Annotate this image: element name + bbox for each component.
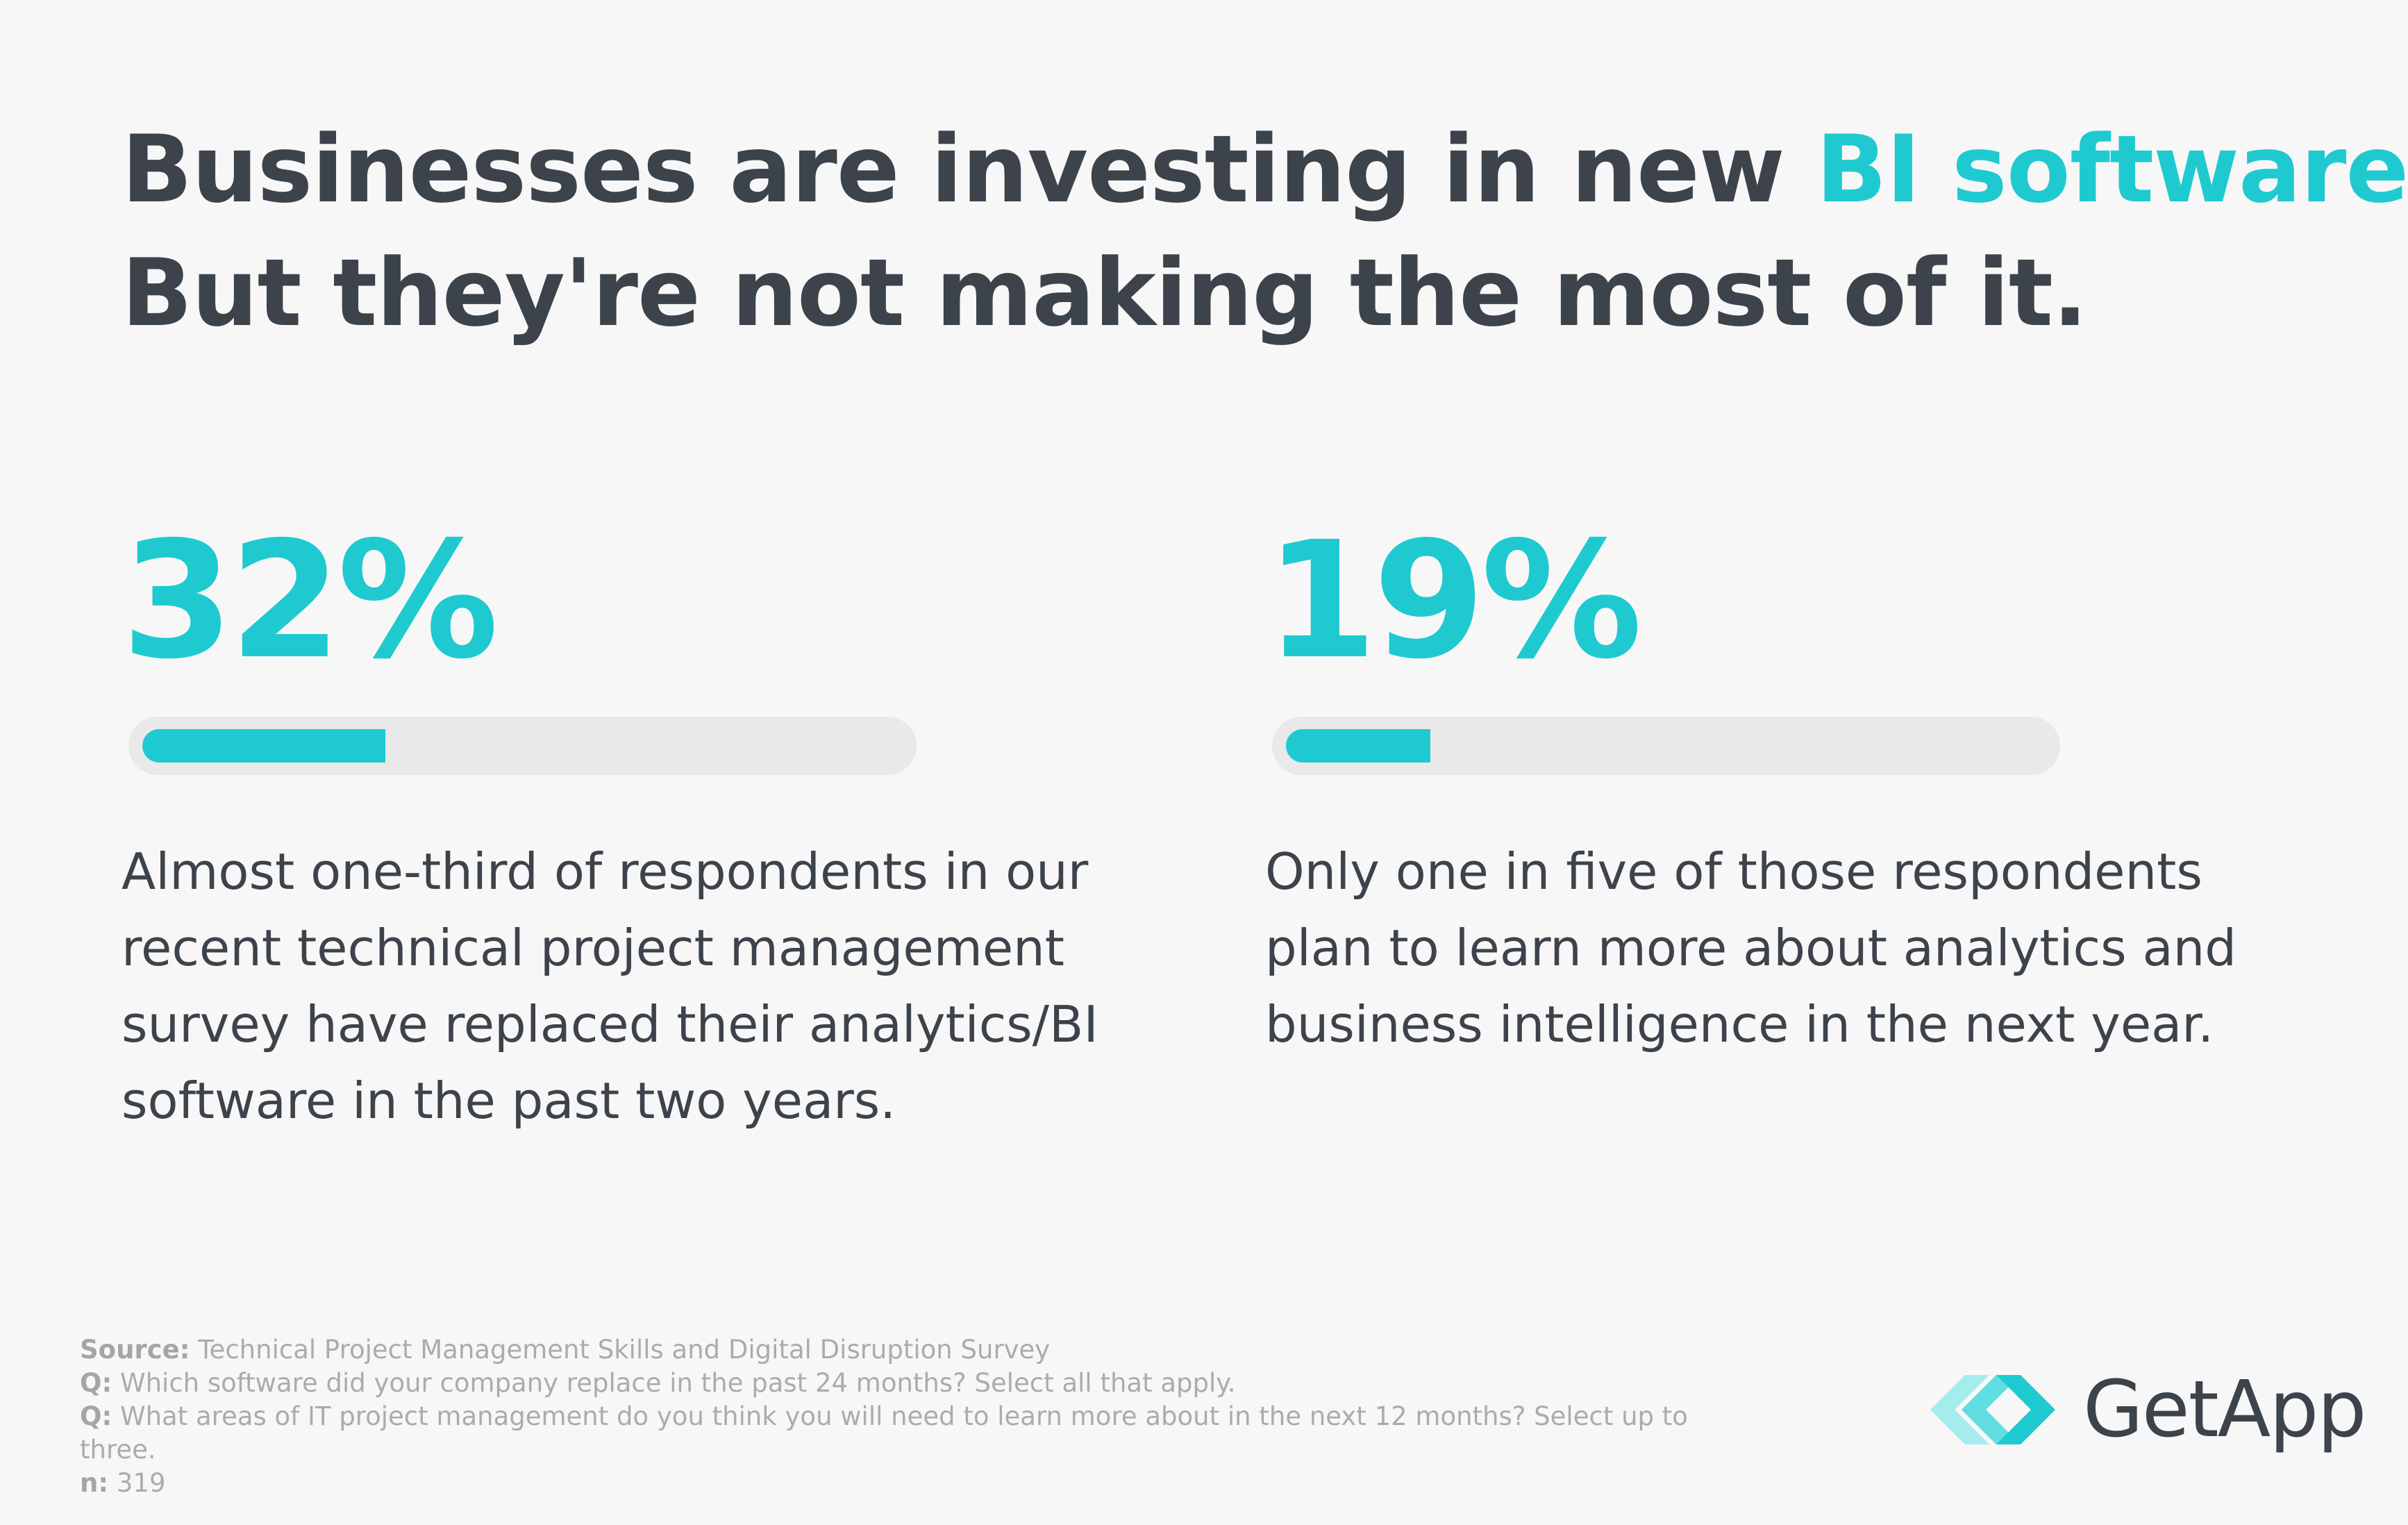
footnote-label: n:: [80, 1468, 109, 1498]
logo-text: GetApp: [2083, 1365, 2366, 1455]
footnote-source: Source: Technical Project Management Ski…: [80, 1333, 1732, 1367]
stat-card-learn: 19% Only one in five of those respondent…: [1265, 500, 2237, 1053]
stat-value: 32%: [122, 507, 499, 694]
progress-track: [128, 717, 917, 775]
getapp-logo: GetApp: [1930, 1365, 2366, 1455]
footnote-question-1: Q: Which software did your company repla…: [80, 1367, 1732, 1400]
headline: Businesses are investing in new BI softw…: [122, 108, 2408, 355]
headline-prefix: Businesses are investing in new: [122, 115, 1816, 224]
headline-line-1: Businesses are investing in new BI softw…: [122, 108, 2408, 231]
stat-description: Almost one-third of respondents in our r…: [122, 842, 1098, 1130]
footnotes: Source: Technical Project Management Ski…: [80, 1333, 1732, 1500]
footnote-question-2: Q: What areas of IT project management d…: [80, 1400, 1732, 1467]
footnote-label: Q:: [80, 1368, 112, 1398]
footnote-text: 319: [108, 1468, 166, 1498]
footnote-text: Which software did your company replace …: [112, 1368, 1236, 1398]
progress-track: [1272, 717, 2060, 775]
stat-description: Only one in five of those respondents pl…: [1265, 842, 2236, 1053]
footnote-text: What areas of IT project management do y…: [80, 1401, 1688, 1465]
headline-accent: BI software.: [1816, 115, 2408, 224]
getapp-chevrons-icon: [1930, 1375, 2055, 1444]
footnote-text: Technical Project Management Skills and …: [190, 1335, 1051, 1365]
stat-card-replaced: 32% Almost one-third of respondents in o…: [122, 500, 1098, 1130]
progress-fill: [142, 729, 385, 762]
footnote-label: Q:: [80, 1401, 112, 1431]
footnote-label: Source:: [80, 1335, 190, 1365]
headline-line-2: But they're not making the most of it.: [122, 239, 2088, 347]
footnote-sample-size: n: 319: [80, 1467, 1732, 1500]
progress-fill: [1286, 729, 1430, 762]
stat-value: 19%: [1265, 507, 1642, 694]
